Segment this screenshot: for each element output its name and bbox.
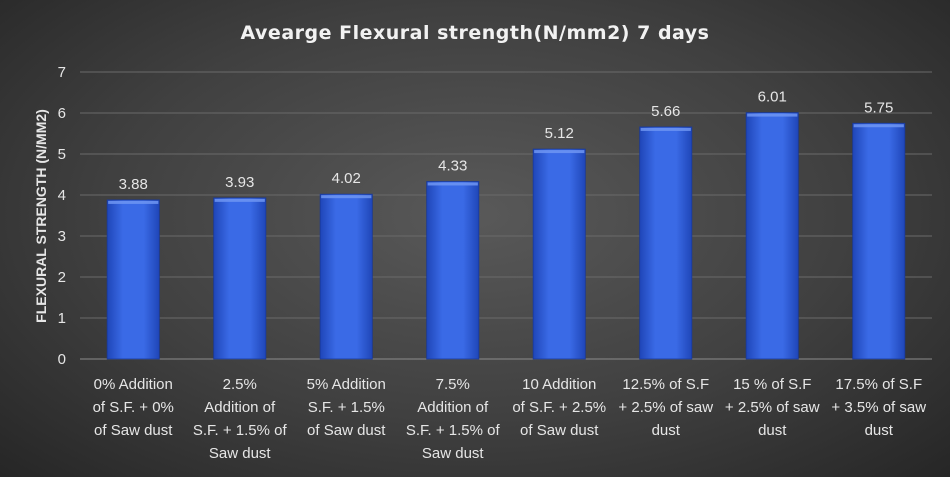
x-tick-label: 0% Addition of S.F. + 0% of Saw dust [93, 376, 174, 439]
bar-highlight [747, 113, 798, 117]
bar [213, 197, 267, 360]
y-tick-label: 1 [58, 310, 66, 327]
bar [532, 148, 586, 360]
x-axis-categories: 0% Addition of S.F. + 0% of Saw dust 2.5% Ad… [93, 376, 927, 462]
data-label: 3.93 [225, 174, 254, 191]
data-label: 4.33 [438, 157, 467, 174]
x-tick-label: 15 % of S.F + 2.5% of saw dust [725, 376, 820, 439]
x-tick-label: 12.5% of S.F + 2.5% of saw dust [618, 376, 713, 439]
gridlines [80, 71, 932, 360]
y-axis-label: FLEXURAL STRENGTH (N/MM2) [33, 109, 49, 323]
y-tick-label: 0 [58, 351, 66, 368]
y-tick-label: 6 [58, 105, 66, 122]
bar [852, 122, 906, 360]
bar [639, 126, 693, 360]
y-tick-label: 5 [58, 146, 66, 163]
bar-highlight [108, 200, 159, 204]
data-label: 6.01 [758, 89, 787, 106]
y-tick-label: 4 [58, 187, 66, 204]
bar-highlight [640, 127, 691, 131]
bar-highlight [427, 182, 478, 186]
bar [426, 181, 480, 360]
x-tick-label: 17.5% of S.F + 3.5% of saw dust [831, 376, 926, 439]
y-tick-label: 7 [58, 64, 66, 81]
y-axis-ticks: 0 1 2 3 4 5 6 7 [58, 64, 66, 368]
y-tick-label: 3 [58, 228, 66, 245]
x-tick-label: 5% Addition S.F. + 1.5% of Saw dust [307, 376, 387, 439]
bars [106, 112, 906, 360]
data-label: 5.66 [651, 103, 680, 120]
data-label: 3.88 [119, 176, 148, 193]
bar-highlight [853, 124, 904, 128]
bar-highlight [534, 150, 585, 154]
data-label: 5.12 [545, 125, 574, 142]
bar-highlight [321, 195, 372, 199]
x-tick-label: 10 Addition of S.F. + 2.5% of Saw dust [512, 376, 606, 439]
bar [319, 193, 373, 360]
data-labels: 3.88 3.93 4.02 4.33 5.12 5.66 6.01 5.75 [119, 89, 894, 193]
data-label: 4.02 [332, 170, 361, 187]
bar [745, 112, 799, 360]
y-tick-label: 2 [58, 269, 66, 286]
bar-highlight [214, 198, 265, 202]
x-tick-label: 2.5% Addition of S.F. + 1.5% of Saw dust [193, 376, 288, 462]
chart-title: Avearge Flexural strength(N/mm2) 7 days [241, 22, 710, 44]
data-label: 5.75 [864, 99, 893, 116]
x-tick-label: 7.5% Addition of S.F. + 1.5% of Saw dust [406, 376, 501, 462]
bar [106, 199, 160, 360]
